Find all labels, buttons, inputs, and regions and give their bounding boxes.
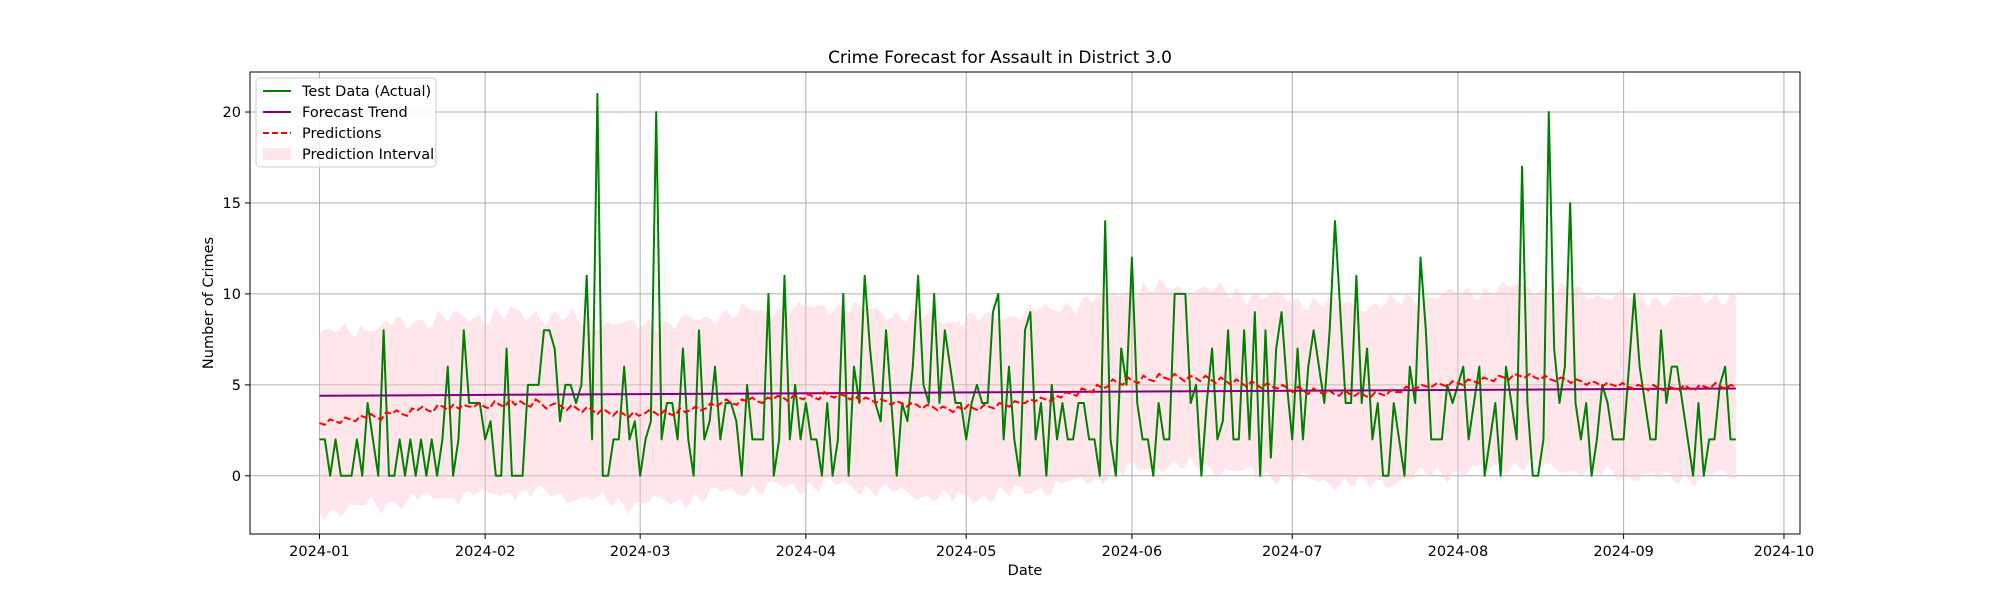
- legend: Test Data (Actual) Forecast Trend Predicti…: [255, 77, 437, 168]
- x-tick-label: 2024-02: [455, 544, 516, 560]
- legend-box: [255, 77, 437, 168]
- legend-label: Test Data (Actual): [301, 84, 431, 100]
- series-forecast-trend: [319, 387, 1736, 397]
- y-tick-label: 0: [232, 469, 241, 485]
- chart-title: Crime Forecast for Assault in District 3…: [828, 48, 1172, 68]
- legend-label: Predictions: [302, 126, 382, 142]
- y-axis-ticks: 0 5 10 15 20: [223, 105, 250, 485]
- x-tick-label: 2024-07: [1262, 544, 1323, 560]
- plot-frame: [249, 71, 1801, 535]
- series-test-data-actual: [319, 92, 1736, 477]
- x-tick-label: 2024-06: [1102, 544, 1163, 560]
- y-tick-label: 20: [223, 105, 241, 121]
- series-layer: [319, 92, 1737, 477]
- legend-label: Forecast Trend: [302, 105, 408, 121]
- y-tick-label: 15: [223, 196, 241, 212]
- x-axis-title: Date: [1008, 563, 1043, 579]
- y-tick-label: 5: [232, 378, 241, 394]
- x-tick-label: 2024-03: [610, 544, 671, 560]
- x-tick-label: 2024-09: [1593, 544, 1654, 560]
- y-axis-title: Number of Crimes: [201, 237, 217, 369]
- x-tick-label: 2024-04: [776, 544, 837, 560]
- y-tick-label: 10: [223, 287, 241, 303]
- x-tick-label: 2024-01: [289, 544, 350, 560]
- legend-swatch-patch: [263, 148, 291, 160]
- series-predictions: [319, 372, 1737, 427]
- x-tick-label: 2024-08: [1428, 544, 1489, 560]
- x-axis-ticks: 2024-01 2024-02 2024-03 2024-04 2024-05 2024-…: [289, 534, 1814, 560]
- x-tick-label: 2024-10: [1754, 544, 1815, 560]
- grid-layer: [250, 72, 1800, 534]
- x-tick-label: 2024-05: [936, 544, 997, 560]
- legend-label: Prediction Interval: [302, 147, 434, 163]
